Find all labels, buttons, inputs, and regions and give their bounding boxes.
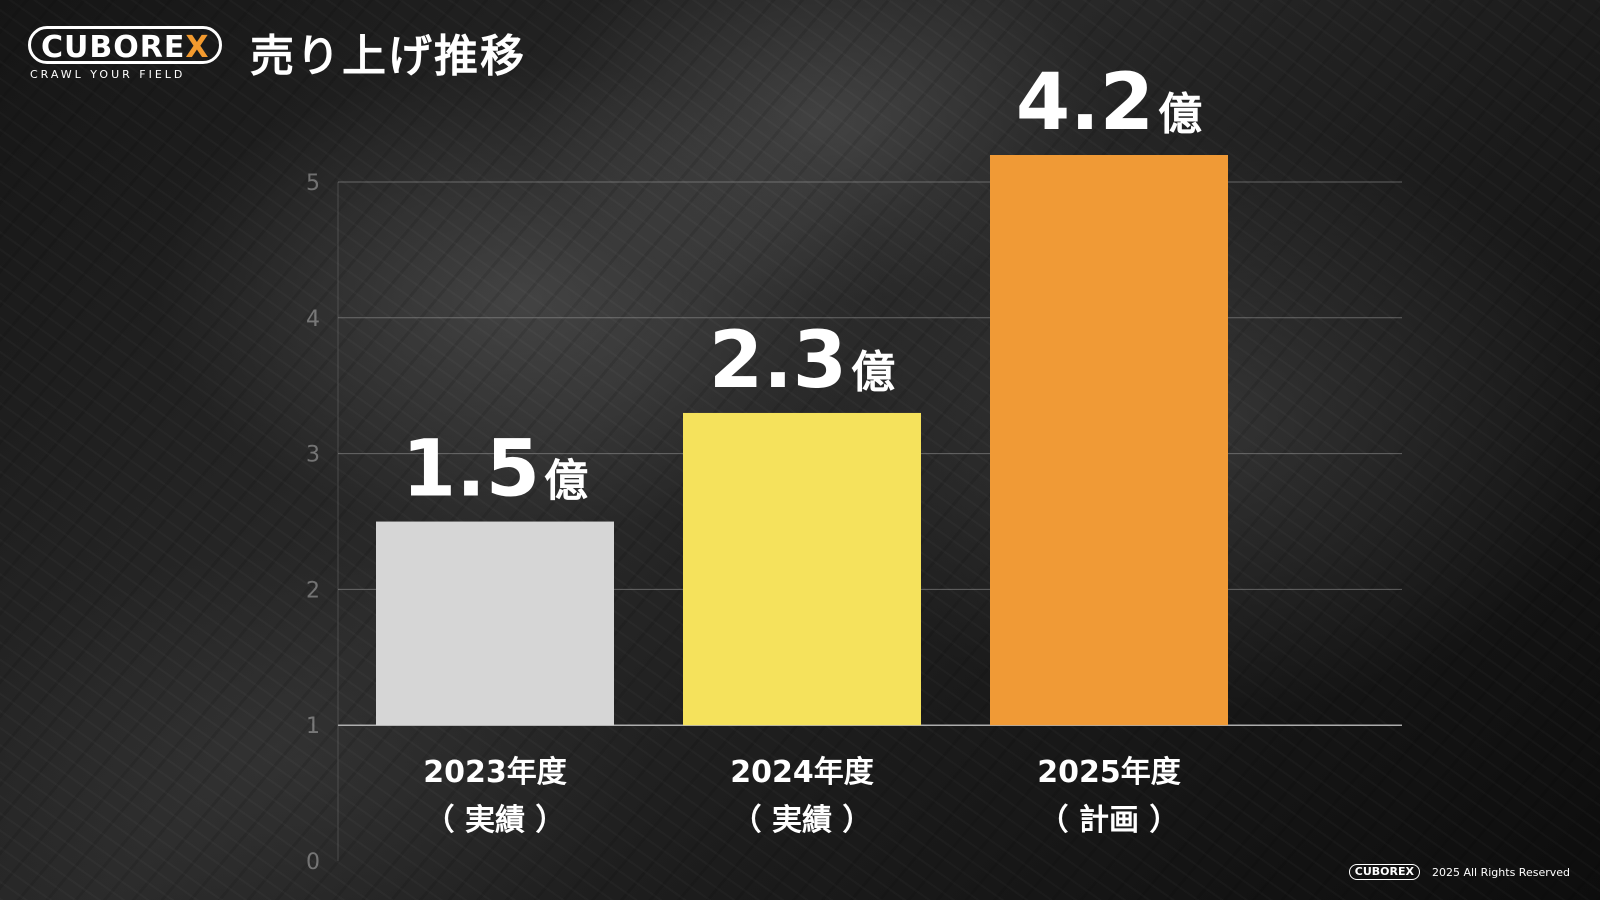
footer-logo: CUBOREX <box>1348 864 1420 880</box>
bar <box>990 155 1228 726</box>
data-label: 4.2億 <box>1016 58 1202 148</box>
category-label: 2023年度 <box>423 755 567 790</box>
category-label: 2024年度 <box>730 755 874 790</box>
data-label-unit: 億 <box>851 347 895 398</box>
y-tick-label: 2 <box>306 578 320 603</box>
category-labels: 2023年度 （ 実績 ） 2024年度 （ 実績 ） 2025年度 （ 計画 ） <box>423 755 1181 838</box>
y-tick-label: 1 <box>306 714 320 739</box>
data-label-value: 1.5 <box>402 425 540 515</box>
data-label-unit: 億 <box>544 456 588 507</box>
brand-logo: CUBOREX CRAWL YOUR FIELD <box>28 26 223 82</box>
category-sublabel: （ 計画 ） <box>1039 803 1180 838</box>
y-tick-labels: 0 1 2 3 4 5 <box>306 171 320 875</box>
logo-text: CUBORE <box>41 30 186 65</box>
bar <box>376 521 614 726</box>
logo-accent: X <box>185 30 210 65</box>
footer: CUBOREX 2025 All Rights Reserved <box>1348 864 1570 880</box>
y-tick-label: 3 <box>306 443 320 468</box>
data-label-unit: 億 <box>1158 89 1202 140</box>
data-label: 2.3億 <box>709 316 895 406</box>
category-label: 2025年度 <box>1037 755 1181 790</box>
bar <box>683 412 921 726</box>
y-tick-label: 0 <box>306 850 320 875</box>
footer-copyright: 2025 All Rights Reserved <box>1431 865 1570 879</box>
y-tick-label: 4 <box>306 307 320 332</box>
category-sublabel: （ 実績 ） <box>732 803 873 838</box>
logo-wordmark: CUBOREX <box>28 26 223 65</box>
y-tick-label: 5 <box>306 171 320 196</box>
data-labels: 1.5億2.3億4.2億 <box>402 58 1202 515</box>
data-label: 1.5億 <box>402 425 588 515</box>
slide-title: 売り上げ推移 <box>250 31 526 82</box>
category-sublabel: （ 実績 ） <box>425 803 566 838</box>
bars <box>376 155 1228 726</box>
data-label-value: 4.2 <box>1016 58 1154 148</box>
data-label-value: 2.3 <box>709 316 847 406</box>
logo-tagline: CRAWL YOUR FIELD <box>30 68 186 81</box>
